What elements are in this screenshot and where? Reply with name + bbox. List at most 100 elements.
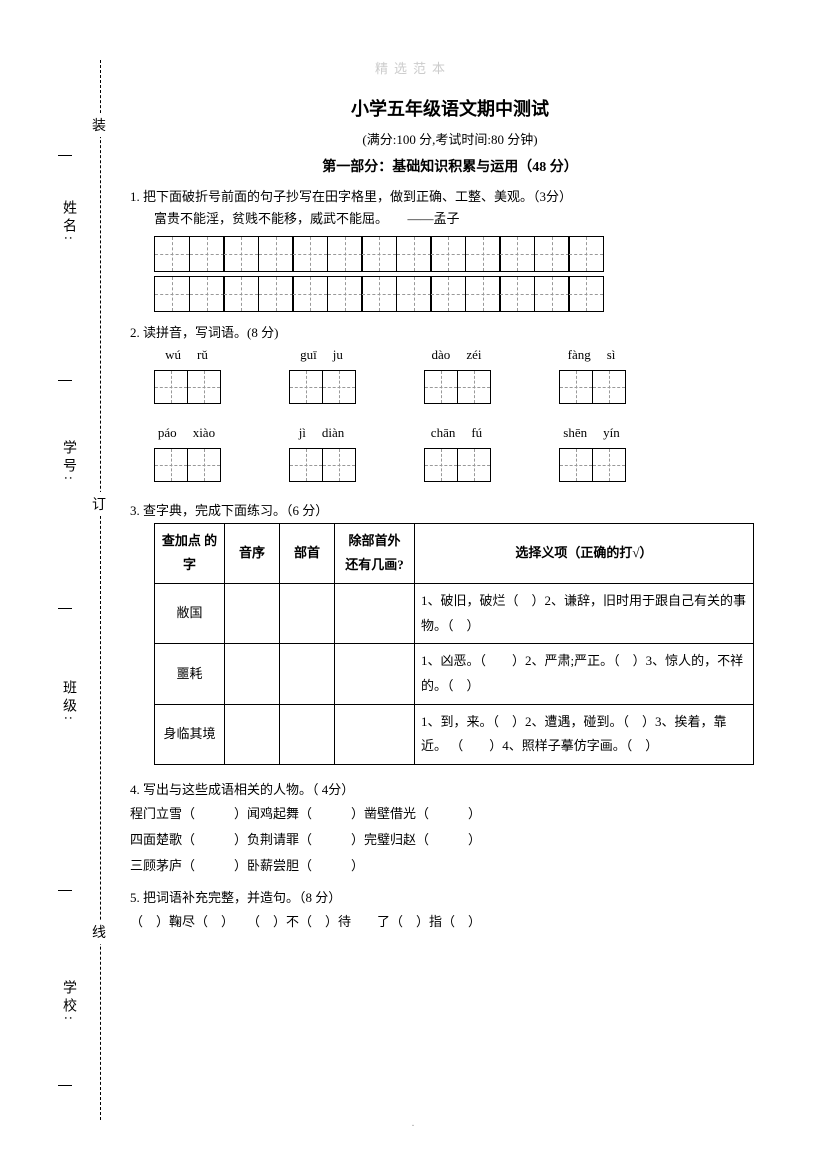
dict-options: 1、凶恶。（ ）2、严肃;严正。（ ）3、惊人的，不祥的。（ ）: [415, 644, 754, 704]
pinyin-item: chānfú: [424, 422, 489, 482]
q5-line1: （ ）鞠尽（ ） （ ）不（ ）待 了（ ）指（ ）: [130, 909, 770, 935]
tian-cell: [289, 448, 323, 482]
pinyin-item: dàozéi: [424, 344, 489, 404]
tian-cell: [559, 448, 593, 482]
dict-options: 1、破旧，破烂（ ）2、谦辞，旧时用于跟自己有关的事物。（ ）: [415, 583, 754, 643]
tian-cell: [292, 236, 328, 272]
q3-text: 3. 查字典，完成下面练习。（6 分）: [130, 500, 770, 522]
pinyin-syllable: yín: [603, 422, 620, 444]
tian-cell: [430, 276, 466, 312]
tian-cell: [465, 236, 501, 272]
q3-h3: 部首: [280, 523, 335, 583]
pinyin-syllable: diàn: [322, 422, 344, 444]
footer-dot: .: [412, 1117, 415, 1129]
dict-word: 身临其境: [155, 704, 225, 764]
dict-cell: [335, 583, 415, 643]
side-name: 姓名:: [58, 200, 78, 244]
tian-cell: [534, 276, 570, 312]
page-title: 小学五年级语文期中测试: [130, 95, 770, 121]
dict-cell: [335, 704, 415, 764]
pinyin-syllable: rǔ: [197, 344, 208, 366]
q3-table: 查加点 的字 音序 部首 除部首外 还有几画? 选择义项（正确的打√） 敝国1、…: [154, 523, 754, 766]
q1-grid: [154, 236, 770, 312]
tian-cell: [223, 276, 259, 312]
q2-text: 2. 读拼音，写词语。(8 分): [130, 322, 770, 344]
dict-options: 1、到，来。（ ）2、遭遇，碰到。（ ）3、挨着，靠近。 （ ）4、照样子摹仿字…: [415, 704, 754, 764]
pinyin-item: shēnyín: [559, 422, 624, 482]
q3-h5: 选择义项（正确的打√）: [415, 523, 754, 583]
binding-line: [100, 60, 101, 1120]
pinyin-syllable: chān: [431, 422, 456, 444]
tian-cell: [361, 276, 397, 312]
tian-cell: [258, 276, 294, 312]
tian-cell: [327, 236, 363, 272]
tian-cell: [154, 276, 190, 312]
pinyin-syllable: fàng: [568, 344, 591, 366]
q3-h4: 除部首外 还有几画?: [335, 523, 415, 583]
tian-cell: [499, 276, 535, 312]
dict-cell: [280, 704, 335, 764]
tian-cell: [189, 236, 225, 272]
tian-cell: [187, 370, 221, 404]
tian-cell: [154, 236, 190, 272]
side-school: 学校:: [58, 980, 78, 1024]
pinyin-syllable: zéi: [466, 344, 481, 366]
dict-word: 噩耗: [155, 644, 225, 704]
section-title: 第一部分：基础知识积累与运用（48 分）: [130, 156, 770, 176]
dict-cell: [280, 644, 335, 704]
tian-cell: [396, 276, 432, 312]
tian-cell: [592, 448, 626, 482]
pinyin-syllable: páo: [158, 422, 177, 444]
pinyin-item: wúrǔ: [154, 344, 219, 404]
tian-cell: [292, 276, 328, 312]
pinyin-syllable: ju: [333, 344, 343, 366]
side-line: [58, 890, 72, 891]
q4-line3: 三顾茅庐（ ）卧薪尝胆（ ）: [130, 853, 770, 879]
q1-text: 1. 把下面破折号前面的句子抄写在田字格里，做到正确、工整、美观。（3分）: [130, 186, 770, 208]
page-watermark: 精选范本: [375, 58, 451, 77]
tian-cell: [189, 276, 225, 312]
q5-text: 5. 把词语补充完整，并造句。（8 分）: [130, 887, 770, 909]
tian-cell: [223, 236, 259, 272]
dict-cell: [225, 583, 280, 643]
tian-cell: [258, 236, 294, 272]
side-line: [58, 155, 72, 156]
tian-cell: [289, 370, 323, 404]
tian-cell: [154, 448, 188, 482]
tian-cell: [559, 370, 593, 404]
q4-text: 4. 写出与这些成语相关的人物。（ 4分）: [130, 779, 770, 801]
tian-cell: [499, 236, 535, 272]
tian-cell: [187, 448, 221, 482]
q1-quote: 富贵不能淫，贫贱不能移，威武不能屈。 ——孟子: [154, 208, 770, 230]
pinyin-syllable: sì: [607, 344, 616, 366]
tian-cell: [457, 448, 491, 482]
tian-cell: [361, 236, 397, 272]
dict-cell: [335, 644, 415, 704]
pinyin-item: jìdiàn: [289, 422, 354, 482]
q3-h1: 查加点 的字: [155, 523, 225, 583]
pinyin-syllable: fú: [471, 422, 482, 444]
dict-cell: [225, 644, 280, 704]
q4-line1: 程门立雪（ ）闻鸡起舞（ ）凿壁借光（ ）: [130, 801, 770, 827]
tian-cell: [322, 448, 356, 482]
side-line: [58, 380, 72, 381]
tian-cell: [327, 276, 363, 312]
tian-cell: [424, 370, 458, 404]
dict-cell: [225, 704, 280, 764]
pinyin-syllable: dào: [432, 344, 451, 366]
side-class: 班级:: [58, 680, 78, 724]
pinyin-syllable: xiào: [193, 422, 215, 444]
pinyin-syllable: shēn: [563, 422, 587, 444]
pinyin-syllable: jì: [299, 422, 306, 444]
tian-cell: [154, 370, 188, 404]
pinyin-item: páoxiào: [154, 422, 219, 482]
tian-cell: [396, 236, 432, 272]
tian-cell: [430, 236, 466, 272]
binding-label-xian: 线: [92, 920, 106, 944]
pinyin-syllable: guī: [300, 344, 317, 366]
side-number: 学号:: [58, 440, 78, 484]
q4-line2: 四面楚歌（ ）负荆请罪（ ）完璧归赵（ ）: [130, 827, 770, 853]
side-line: [58, 608, 72, 609]
page-subtitle: (满分:100 分,考试时间:80 分钟): [130, 129, 770, 148]
tian-cell: [568, 236, 604, 272]
